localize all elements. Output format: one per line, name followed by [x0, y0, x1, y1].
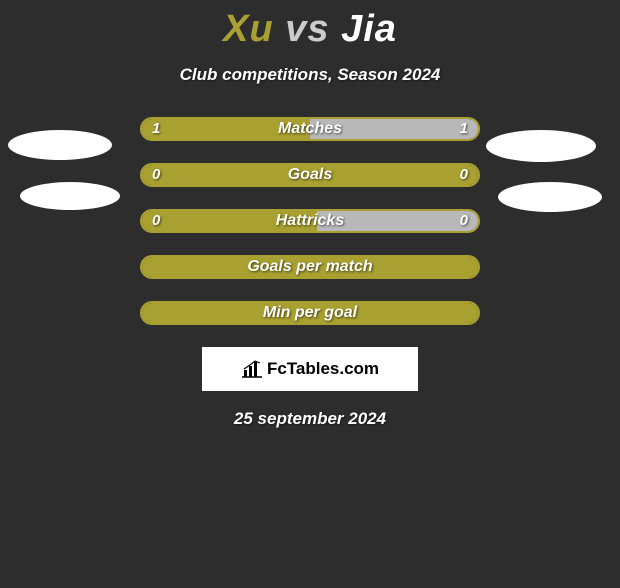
subtitle: Club competitions, Season 2024 [0, 65, 620, 85]
logo: FcTables.com [241, 359, 379, 379]
stat-label: Matches [142, 119, 478, 139]
stat-value-right: 1 [460, 119, 468, 139]
stat-bar: Goals0 0 [140, 163, 480, 187]
stat-bar: Goals per match [140, 255, 480, 279]
stat-label: Goals [142, 165, 478, 185]
logo-box: FcTables.com [202, 347, 418, 391]
stat-label: Goals per match [142, 257, 478, 277]
stat-row: Goals0 0 [0, 163, 620, 187]
stat-value-right: 0 [460, 211, 468, 231]
stat-label: Hattricks [142, 211, 478, 231]
stat-row: Matches1 1 [0, 117, 620, 141]
logo-text: FcTables.com [267, 359, 379, 379]
barchart-icon [241, 360, 263, 378]
date: 25 september 2024 [0, 409, 620, 429]
title-player1: Xu [223, 8, 274, 50]
stat-value-left: 0 [152, 165, 160, 185]
stat-bar: Min per goal [140, 301, 480, 325]
stat-bar: Hattricks0 0 [140, 209, 480, 233]
title-player2: Jia [341, 8, 397, 50]
stat-row: Goals per match [0, 255, 620, 279]
stat-value-left: 1 [152, 119, 160, 139]
stat-row: Hattricks0 0 [0, 209, 620, 233]
stat-bar: Matches1 1 [140, 117, 480, 141]
title-vs: vs [285, 8, 329, 50]
stat-value-left: 0 [152, 211, 160, 231]
stat-row: Min per goal [0, 301, 620, 325]
stat-value-right: 0 [460, 165, 468, 185]
stat-label: Min per goal [142, 303, 478, 323]
page-title: Xu vs Jia [0, 8, 620, 51]
